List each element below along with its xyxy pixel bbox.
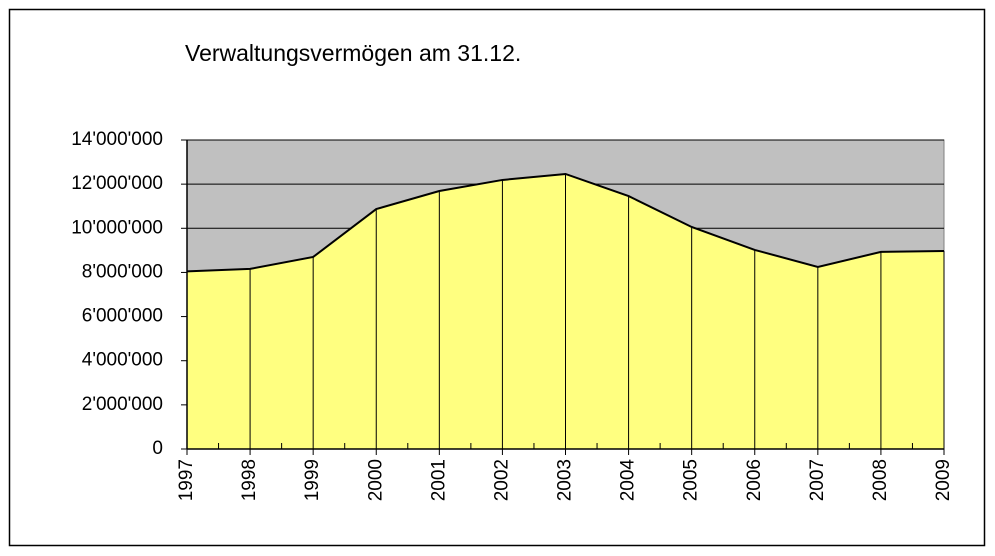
x-tick-label: 2007 [807, 459, 828, 501]
x-tick-label: 2004 [618, 459, 639, 502]
y-tick-label: 10'000'000 [71, 217, 163, 238]
x-tick-label: 2001 [428, 459, 449, 501]
x-tick-label: 2003 [555, 459, 576, 501]
x-tick-label: 1997 [176, 459, 197, 501]
x-tick-label: 2006 [744, 459, 765, 501]
y-tick-label: 4'000'000 [82, 350, 163, 371]
x-tick-label: 1998 [239, 459, 260, 501]
y-tick-label: 0 [152, 438, 163, 459]
x-tick-label: 2005 [681, 459, 702, 501]
x-tick-label: 1999 [302, 459, 323, 501]
x-tick-label: 2002 [491, 459, 512, 501]
x-tick-label: 2009 [933, 459, 954, 501]
y-tick-label: 2'000'000 [82, 394, 163, 415]
x-tick-label: 2008 [870, 459, 891, 501]
y-tick-label: 6'000'000 [82, 306, 163, 327]
area-line [186, 172, 945, 273]
x-tick-label: 2000 [365, 459, 386, 501]
y-tick-label: 12'000'000 [71, 173, 163, 194]
y-tick-label: 8'000'000 [82, 261, 163, 282]
chart-title: Verwaltungsvermögen am 31.12. [185, 40, 521, 66]
y-tick-label: 14'000'000 [71, 129, 163, 150]
